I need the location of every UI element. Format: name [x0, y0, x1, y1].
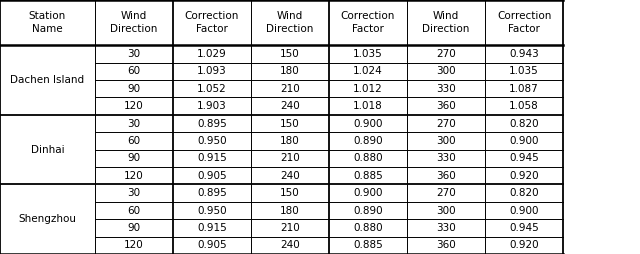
- Text: 210: 210: [280, 153, 300, 163]
- Text: Correction
Factor: Correction Factor: [497, 11, 551, 34]
- Text: 1.035: 1.035: [509, 66, 539, 76]
- Text: 270: 270: [436, 119, 456, 129]
- Text: 0.950: 0.950: [197, 136, 227, 146]
- Text: 0.945: 0.945: [509, 223, 539, 233]
- Text: 0.950: 0.950: [197, 205, 227, 215]
- Text: 180: 180: [280, 205, 300, 215]
- Text: Station
Name: Station Name: [29, 11, 66, 34]
- Text: 0.905: 0.905: [197, 240, 227, 250]
- Text: 1.058: 1.058: [509, 101, 539, 111]
- Text: 1.087: 1.087: [509, 84, 539, 94]
- Text: Wind
Direction: Wind Direction: [422, 11, 470, 34]
- Text: Correction
Factor: Correction Factor: [185, 11, 239, 34]
- Text: 60: 60: [127, 66, 140, 76]
- Text: 90: 90: [127, 153, 140, 163]
- Text: 0.885: 0.885: [353, 171, 383, 181]
- Text: Wind
Direction: Wind Direction: [266, 11, 314, 34]
- Text: 240: 240: [280, 171, 300, 181]
- Text: 1.029: 1.029: [197, 49, 227, 59]
- Text: 0.905: 0.905: [197, 171, 227, 181]
- Text: 300: 300: [436, 205, 456, 215]
- Text: 330: 330: [436, 153, 456, 163]
- Text: 1.035: 1.035: [353, 49, 383, 59]
- Text: 30: 30: [127, 188, 140, 198]
- Text: 0.900: 0.900: [509, 136, 539, 146]
- Text: 0.900: 0.900: [509, 205, 539, 215]
- Text: 1.052: 1.052: [197, 84, 227, 94]
- Text: 0.820: 0.820: [509, 119, 539, 129]
- Text: Correction
Factor: Correction Factor: [341, 11, 395, 34]
- Text: 0.900: 0.900: [353, 119, 383, 129]
- Text: 0.900: 0.900: [353, 188, 383, 198]
- Text: 0.880: 0.880: [353, 223, 383, 233]
- Text: 120: 120: [124, 171, 143, 181]
- Text: 0.895: 0.895: [197, 188, 227, 198]
- Text: 360: 360: [436, 101, 456, 111]
- Text: 30: 30: [127, 119, 140, 129]
- Text: 180: 180: [280, 66, 300, 76]
- Text: 210: 210: [280, 223, 300, 233]
- Text: 0.890: 0.890: [353, 136, 383, 146]
- Text: 150: 150: [280, 188, 300, 198]
- Text: 60: 60: [127, 205, 140, 215]
- Text: 240: 240: [280, 101, 300, 111]
- Text: 90: 90: [127, 84, 140, 94]
- Text: 1.018: 1.018: [353, 101, 383, 111]
- Text: Dinhai: Dinhai: [31, 145, 64, 155]
- Text: 1.903: 1.903: [197, 101, 227, 111]
- Text: 1.093: 1.093: [197, 66, 227, 76]
- Text: 150: 150: [280, 119, 300, 129]
- Text: 0.920: 0.920: [509, 240, 539, 250]
- Text: Shengzhou: Shengzhou: [19, 214, 76, 224]
- Text: 300: 300: [436, 136, 456, 146]
- Text: 360: 360: [436, 240, 456, 250]
- Text: 360: 360: [436, 171, 456, 181]
- Text: 120: 120: [124, 240, 143, 250]
- Text: 30: 30: [127, 49, 140, 59]
- Text: 180: 180: [280, 136, 300, 146]
- Text: 210: 210: [280, 84, 300, 94]
- Text: 0.880: 0.880: [353, 153, 383, 163]
- Text: 1.012: 1.012: [353, 84, 383, 94]
- Text: Wind
Direction: Wind Direction: [110, 11, 157, 34]
- Text: 300: 300: [436, 66, 456, 76]
- Text: 330: 330: [436, 223, 456, 233]
- Text: 90: 90: [127, 223, 140, 233]
- Text: 270: 270: [436, 49, 456, 59]
- Text: 0.920: 0.920: [509, 171, 539, 181]
- Text: 150: 150: [280, 49, 300, 59]
- Text: 120: 120: [124, 101, 143, 111]
- Text: 0.915: 0.915: [197, 223, 227, 233]
- Text: 0.895: 0.895: [197, 119, 227, 129]
- Text: 0.885: 0.885: [353, 240, 383, 250]
- Text: 0.943: 0.943: [509, 49, 539, 59]
- Text: Dachen Island: Dachen Island: [10, 75, 84, 85]
- Text: 1.024: 1.024: [353, 66, 383, 76]
- Text: 330: 330: [436, 84, 456, 94]
- Text: 240: 240: [280, 240, 300, 250]
- Text: 0.820: 0.820: [509, 188, 539, 198]
- Text: 0.915: 0.915: [197, 153, 227, 163]
- Text: 270: 270: [436, 188, 456, 198]
- Text: 0.890: 0.890: [353, 205, 383, 215]
- Text: 0.945: 0.945: [509, 153, 539, 163]
- Text: 60: 60: [127, 136, 140, 146]
